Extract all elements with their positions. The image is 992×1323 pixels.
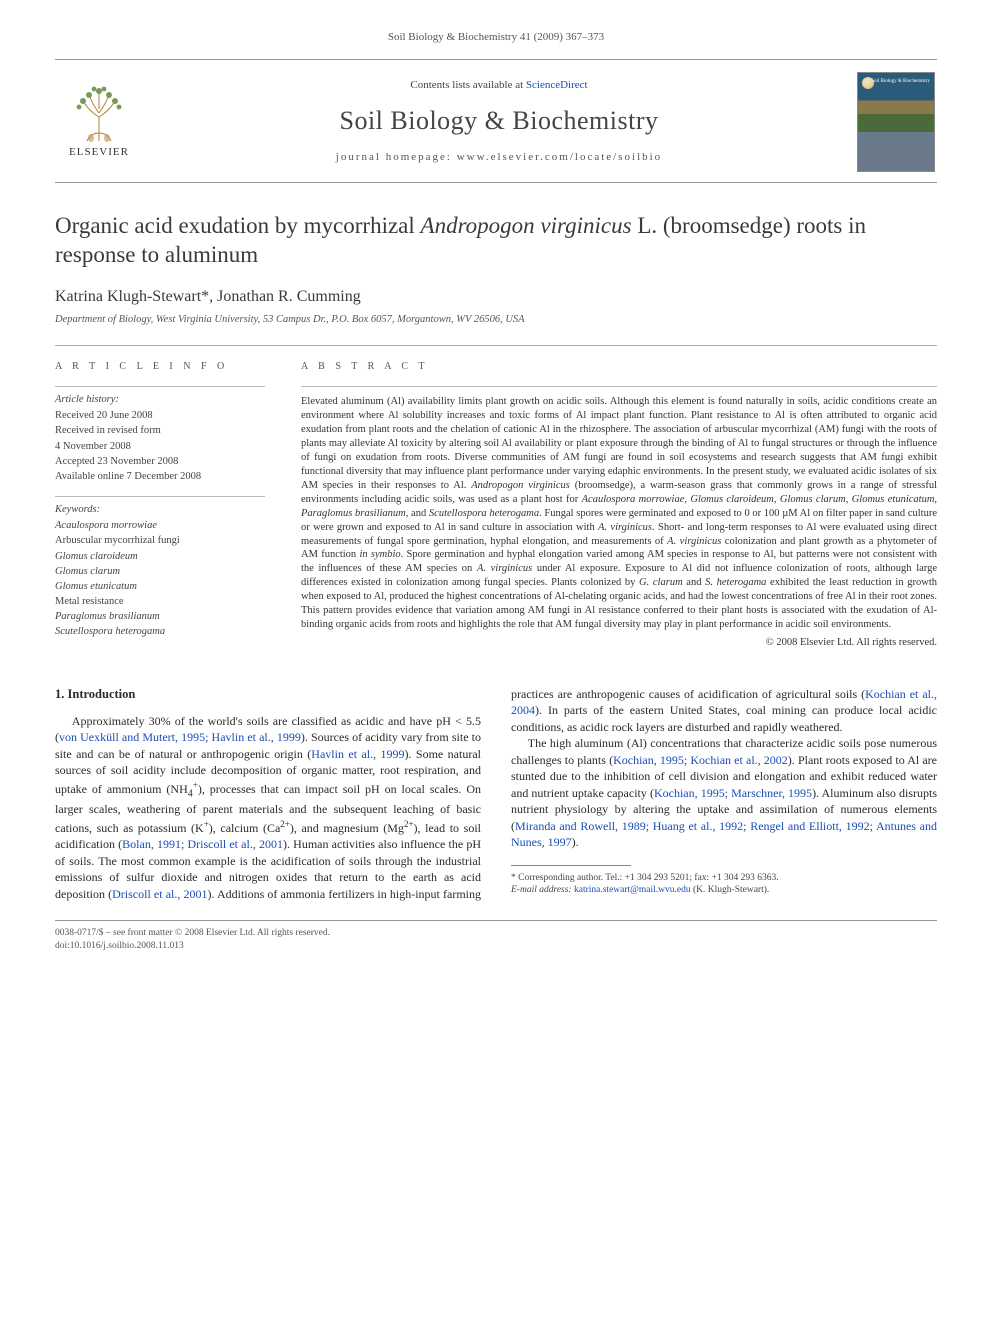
- body-paragraph: The high aluminum (Al) concentrations th…: [511, 735, 937, 851]
- keyword: Glomus claroideum: [55, 550, 265, 564]
- keyword: Scutellospora heterogama: [55, 625, 265, 639]
- citation-link[interactable]: Bolan, 1991; Driscoll et al., 2001: [122, 837, 283, 851]
- section-heading: 1. Introduction: [55, 686, 481, 703]
- elsevier-tree-icon: [69, 83, 129, 143]
- publisher-name: ELSEVIER: [69, 145, 129, 160]
- body-columns: 1. Introduction Approximately 30% of the…: [55, 686, 937, 903]
- email-tail: (K. Klugh-Stewart).: [691, 885, 770, 895]
- abstract-heading: A B S T R A C T: [301, 360, 937, 374]
- contents-available-line: Contents lists available at ScienceDirec…: [161, 78, 837, 93]
- cover-label: Soil Biology & Biochemistry: [871, 79, 930, 85]
- front-matter-line: 0038-0717/$ – see front matter © 2008 El…: [55, 927, 937, 939]
- doi-line: doi:10.1016/j.soilbio.2008.11.013: [55, 940, 937, 952]
- citation-link[interactable]: Havlin et al., 1999: [311, 747, 404, 761]
- keyword: Acaulospora morrowiae: [55, 519, 265, 533]
- citation-link[interactable]: von Uexküll and Mutert, 1995; Havlin et …: [59, 730, 301, 744]
- history-line: Received in revised form: [55, 424, 265, 438]
- citation-link[interactable]: Kochian, 1995; Kochian et al., 2002: [613, 753, 788, 767]
- keyword: Arbuscular mycorrhizal fungi: [55, 534, 265, 548]
- front-matter-meta: 0038-0717/$ – see front matter © 2008 El…: [55, 927, 937, 952]
- keyword: Glomus clarum: [55, 565, 265, 579]
- footnote-line: * Corresponding author. Tel.: +1 304 293…: [511, 872, 937, 884]
- email-label: E-mail address:: [511, 885, 572, 895]
- keyword: Glomus etunicatum: [55, 580, 265, 594]
- journal-name: Soil Biology & Biochemistry: [161, 103, 837, 138]
- citation-link[interactable]: Miranda and Rowell, 1989; Huang et al., …: [511, 819, 937, 850]
- abstract-copyright: © 2008 Elsevier Ltd. All rights reserved…: [301, 636, 937, 650]
- masthead-center: Contents lists available at ScienceDirec…: [161, 78, 837, 165]
- keyword: Paraglomus brasilianum: [55, 610, 265, 624]
- abstract-block: A B S T R A C T Elevated aluminum (Al) a…: [301, 360, 937, 651]
- keywords-label: Keywords:: [55, 503, 265, 517]
- article-info-heading: A R T I C L E I N F O: [55, 360, 265, 374]
- publisher-logo-block: ELSEVIER: [55, 83, 143, 160]
- citation-link[interactable]: Kochian et al., 2004: [511, 687, 937, 718]
- title-pre: Organic acid exudation by mycorrhizal: [55, 213, 421, 238]
- author-list: Katrina Klugh-Stewart*, Jonathan R. Cumm…: [55, 286, 937, 308]
- journal-homepage: journal homepage: www.elsevier.com/locat…: [161, 150, 837, 165]
- title-species: Andropogon virginicus: [421, 213, 632, 238]
- journal-cover-thumbnail: Soil Biology & Biochemistry: [857, 72, 935, 172]
- bottom-rule: [55, 920, 937, 921]
- running-head: Soil Biology & Biochemistry 41 (2009) 36…: [55, 30, 937, 45]
- citation-link[interactable]: Kochian, 1995; Marschner, 1995: [654, 786, 812, 800]
- corresponding-author-footnote: * Corresponding author. Tel.: +1 304 293…: [511, 872, 937, 897]
- article-info-block: A R T I C L E I N F O Article history: R…: [55, 360, 265, 651]
- cover-thumbnail-wrap: Soil Biology & Biochemistry: [855, 72, 937, 172]
- history-label: Article history:: [55, 393, 265, 407]
- footnote-rule: [511, 865, 631, 866]
- history-line: Accepted 23 November 2008: [55, 455, 265, 469]
- keyword: Metal resistance: [55, 595, 265, 609]
- history-line: Received 20 June 2008: [55, 409, 265, 423]
- history-line: Available online 7 December 2008: [55, 470, 265, 484]
- abstract-text: Elevated aluminum (Al) availability limi…: [301, 386, 937, 650]
- citation-link[interactable]: Driscoll et al., 2001: [112, 887, 207, 901]
- email-link[interactable]: katrina.stewart@mail.wvu.edu: [574, 885, 691, 895]
- affiliation: Department of Biology, West Virginia Uni…: [55, 313, 937, 327]
- history-line: 4 November 2008: [55, 440, 265, 454]
- sciencedirect-link[interactable]: ScienceDirect: [526, 79, 588, 91]
- keywords-block: Keywords: Acaulospora morrowiae Arbuscul…: [55, 496, 265, 640]
- article-title: Organic acid exudation by mycorrhizal An…: [55, 211, 937, 270]
- contents-prefix: Contents lists available at: [410, 79, 525, 91]
- footnote-email-line: E-mail address: katrina.stewart@mail.wvu…: [511, 884, 937, 896]
- article-history: Article history: Received 20 June 2008 R…: [55, 386, 265, 484]
- journal-masthead: ELSEVIER Contents lists available at Sci…: [55, 59, 937, 183]
